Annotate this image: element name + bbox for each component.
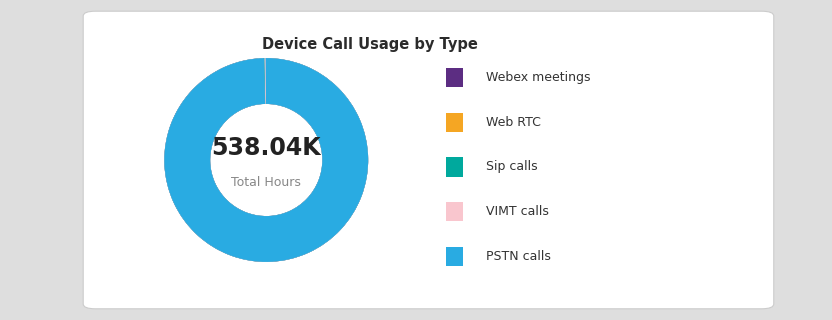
Text: VIMT calls: VIMT calls (486, 205, 549, 218)
Text: Web RTC: Web RTC (486, 116, 541, 129)
Wedge shape (164, 58, 369, 262)
Wedge shape (164, 58, 369, 262)
Text: Total Hours: Total Hours (231, 176, 301, 189)
FancyBboxPatch shape (83, 11, 774, 309)
FancyBboxPatch shape (446, 247, 463, 266)
Wedge shape (260, 58, 263, 104)
Text: Webex meetings: Webex meetings (486, 71, 591, 84)
Wedge shape (164, 58, 369, 262)
FancyBboxPatch shape (446, 202, 463, 221)
Text: Device Call Usage by Type: Device Call Usage by Type (262, 37, 478, 52)
Wedge shape (164, 58, 369, 262)
Text: PSTN calls: PSTN calls (486, 250, 551, 263)
Text: 538.04K: 538.04K (211, 136, 321, 160)
FancyBboxPatch shape (446, 113, 463, 132)
FancyBboxPatch shape (446, 68, 463, 87)
FancyBboxPatch shape (446, 157, 463, 177)
Text: Sip calls: Sip calls (486, 160, 537, 173)
